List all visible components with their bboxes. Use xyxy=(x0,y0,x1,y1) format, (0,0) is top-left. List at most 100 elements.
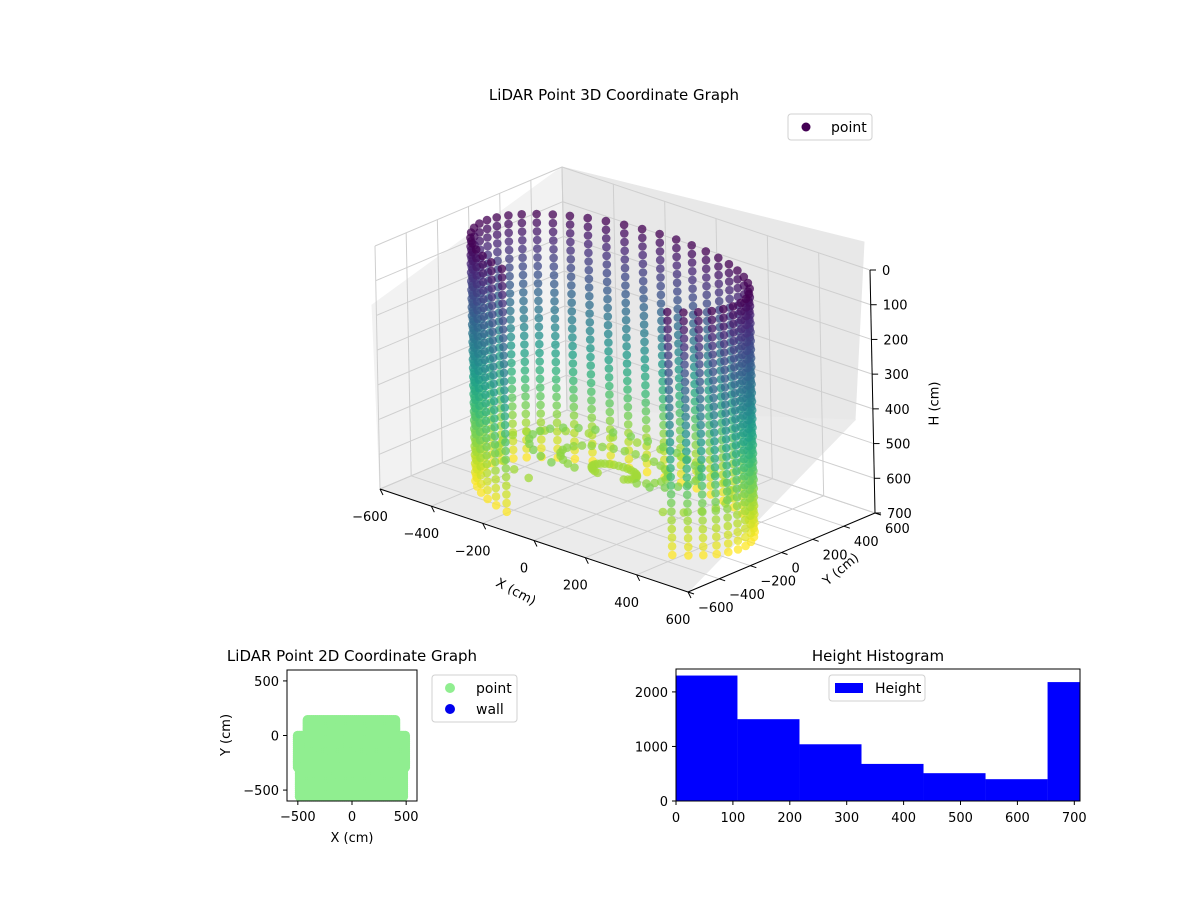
cloud-point xyxy=(741,541,750,551)
xtick-label-3d: 0 xyxy=(520,562,528,577)
cloud-point xyxy=(737,368,747,377)
cloud-point xyxy=(481,381,490,391)
cloud-point xyxy=(566,246,575,255)
ytick-3d xyxy=(687,591,695,595)
cloud-point xyxy=(501,472,511,482)
cloud-point xyxy=(502,490,511,499)
cloud-point xyxy=(683,533,693,543)
grid-back-h xyxy=(564,305,874,410)
cloud-point xyxy=(585,309,594,318)
cloud-point xyxy=(502,507,512,517)
cloud-point xyxy=(482,224,492,234)
cloud-point xyxy=(501,438,510,447)
cloud-point xyxy=(740,489,749,499)
cloud-point xyxy=(508,430,518,440)
cloud-point xyxy=(504,237,514,246)
cloud-point xyxy=(606,451,615,460)
cloud-point xyxy=(623,394,632,403)
cloud-point xyxy=(549,253,558,263)
cloud-point xyxy=(493,239,502,248)
cloud-point xyxy=(721,400,730,409)
cloud-point xyxy=(664,385,674,395)
cloud-point xyxy=(489,396,499,406)
cloud-point xyxy=(536,418,546,427)
cloud-point xyxy=(659,420,668,430)
grid-back-h xyxy=(562,201,871,306)
cloud-point xyxy=(721,426,731,435)
cloud-point xyxy=(497,264,507,274)
xtick-label-3d: −600 xyxy=(352,510,388,525)
cloud-point xyxy=(733,266,742,275)
cloud-point xyxy=(517,218,527,228)
cloud-point xyxy=(504,228,513,238)
cloud-point xyxy=(488,327,497,337)
legend-hist-label: Height xyxy=(875,681,922,697)
xtick-3d xyxy=(584,557,589,564)
cloud-point xyxy=(535,426,545,436)
cloud-point xyxy=(534,322,544,332)
cloud-point xyxy=(608,428,618,437)
cloud-point xyxy=(577,441,587,450)
cloud-point xyxy=(712,532,721,541)
cloud-point xyxy=(519,288,528,297)
cloud-point xyxy=(739,272,749,282)
cloud-point xyxy=(739,472,749,481)
cloud-point xyxy=(698,507,707,517)
cloud-point xyxy=(507,367,516,376)
cloud-point xyxy=(665,446,675,456)
cloud-point xyxy=(681,438,691,448)
cloud-point xyxy=(696,420,705,430)
cloud-point xyxy=(490,414,499,423)
xtick-label-hist: 300 xyxy=(834,811,859,826)
cloud-point xyxy=(547,458,556,467)
cloud-point xyxy=(552,401,561,410)
ztick-label-3d: 200 xyxy=(883,333,908,348)
cloud-point xyxy=(481,416,491,426)
cloud-point xyxy=(533,287,543,297)
grid-back-h xyxy=(563,235,872,340)
cloud-point xyxy=(649,457,659,467)
ytick-label-3d: 0 xyxy=(792,562,800,577)
cloud-point xyxy=(723,530,733,540)
cloud-point xyxy=(507,393,517,403)
ztick-label-3d: 400 xyxy=(885,403,910,418)
legend-point-marker-2d xyxy=(445,683,455,693)
cloud-point xyxy=(533,244,542,253)
cloud-point xyxy=(694,351,704,360)
cloud-point xyxy=(534,296,543,306)
cloud-point xyxy=(709,384,718,394)
cloud-point xyxy=(664,368,673,378)
cloud-point xyxy=(553,435,562,445)
cloud-point xyxy=(566,272,576,282)
cloud-point xyxy=(548,227,558,237)
cloud-point xyxy=(733,519,742,528)
cloud-point xyxy=(719,348,729,357)
cloud-point xyxy=(583,222,593,232)
cloud-point xyxy=(508,419,517,429)
cloud-point xyxy=(533,279,543,288)
cloud-point xyxy=(566,254,576,264)
cloud-point xyxy=(482,215,492,225)
cloud-point xyxy=(684,542,693,552)
cloud-point xyxy=(694,334,704,343)
cloud-point xyxy=(569,402,579,412)
cloud-point xyxy=(702,281,711,291)
cloud-point xyxy=(671,235,681,244)
cloud-point xyxy=(603,286,612,295)
cloud-point xyxy=(722,478,732,488)
cloud-point xyxy=(682,464,691,474)
cloud-point xyxy=(681,429,691,439)
cloud-point xyxy=(639,320,649,329)
cloud-point xyxy=(498,333,508,343)
cloud-point xyxy=(518,253,527,262)
cloud-point xyxy=(536,391,545,401)
cloud-point xyxy=(728,310,738,320)
cloud-point xyxy=(720,374,730,383)
cloud-point xyxy=(729,354,739,363)
ytick-3d xyxy=(843,525,850,529)
cloud-point xyxy=(601,216,611,226)
cloud-point xyxy=(509,465,519,474)
cloud-point xyxy=(587,396,596,405)
cloud-point xyxy=(497,273,507,282)
cloud-point xyxy=(711,480,720,490)
